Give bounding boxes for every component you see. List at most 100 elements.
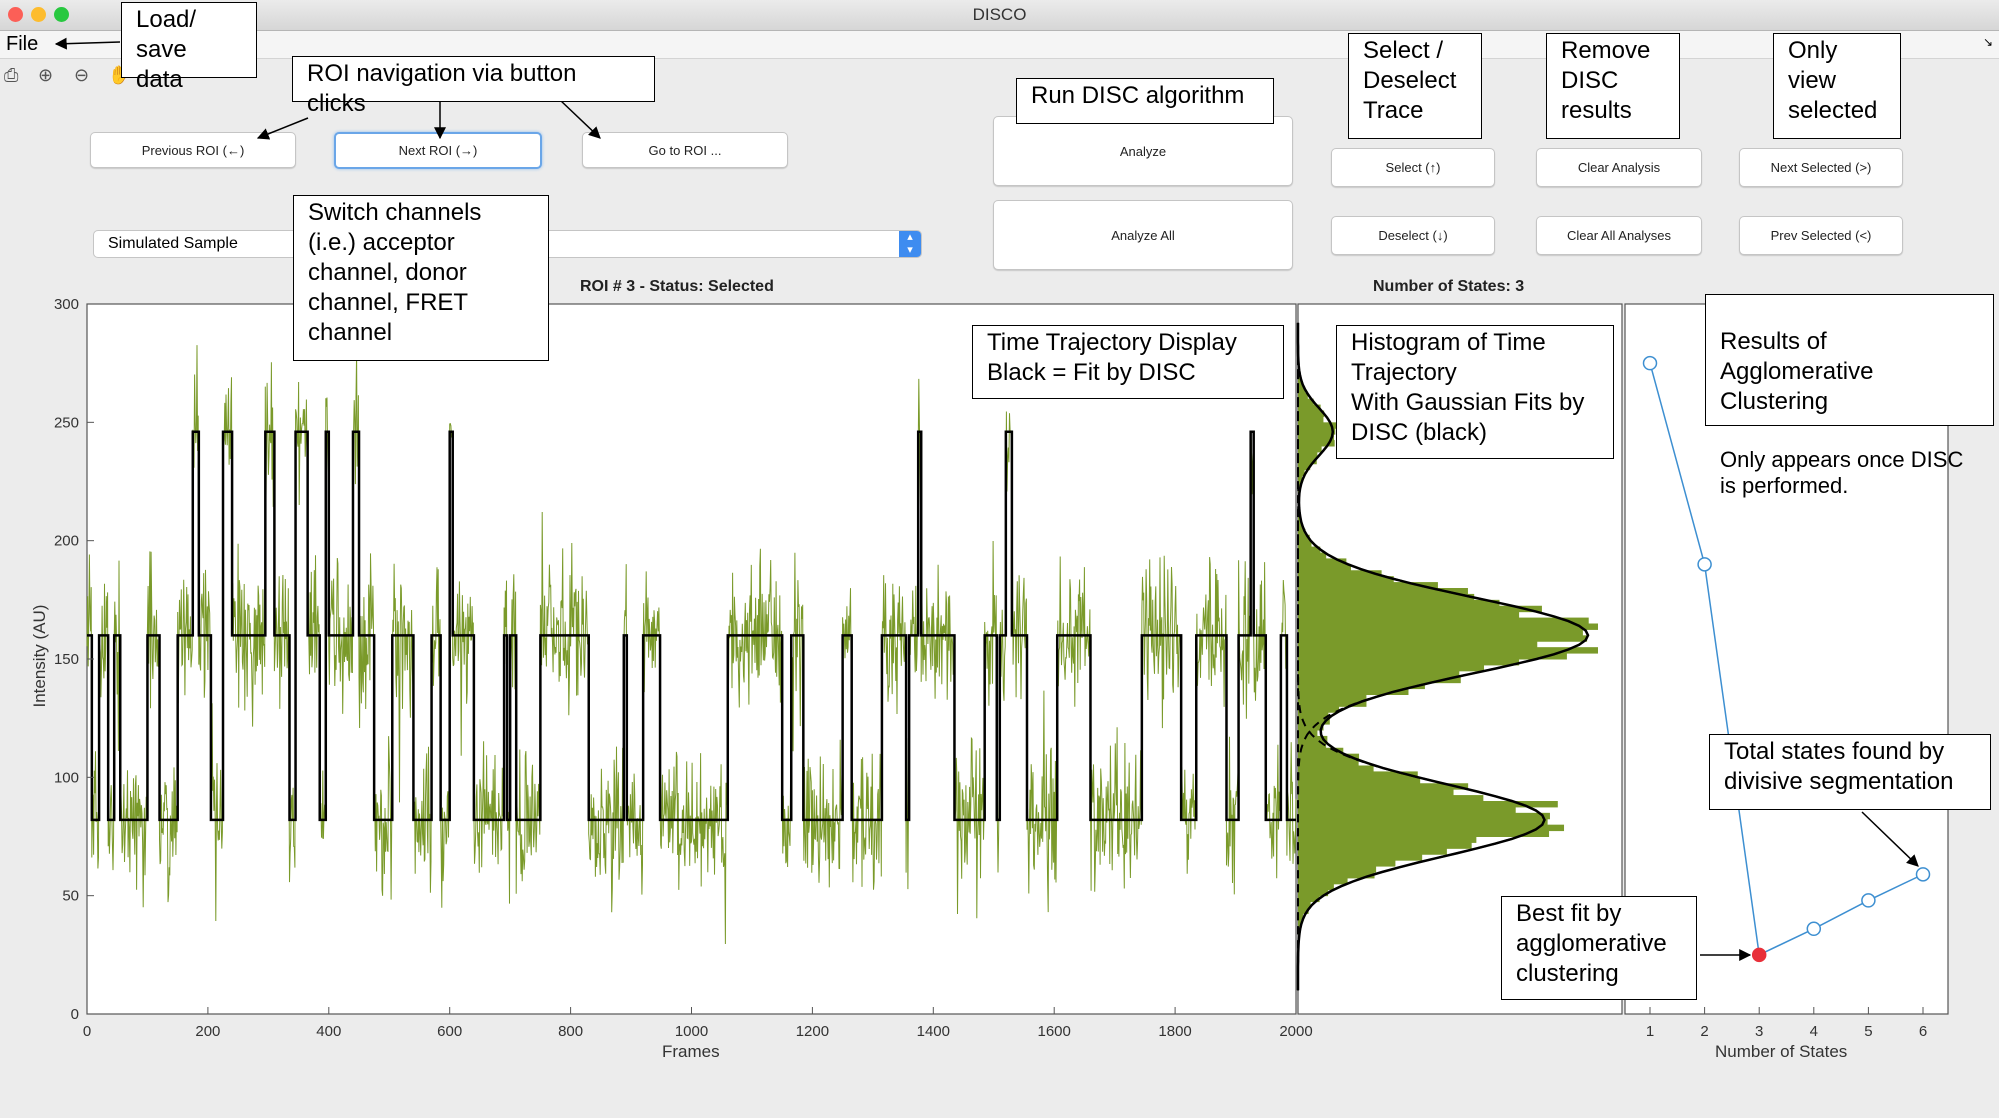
select-button[interactable]: Select (↑) (1331, 148, 1495, 187)
x-tick-label: 2000 (1279, 1023, 1312, 1040)
zoom-in-icon[interactable]: ⊕ (38, 65, 54, 85)
menu-file[interactable]: File (6, 33, 39, 55)
histogram-bar (1298, 380, 1303, 388)
clustering-point (1915, 867, 1931, 882)
disc-fit-line (87, 430, 1296, 822)
histogram-bar (1298, 475, 1303, 482)
histogram-bar (1298, 641, 1538, 648)
histogram-bar (1298, 647, 1598, 654)
x-tick-label: 1200 (796, 1023, 829, 1040)
histogram-bar (1298, 599, 1500, 607)
histogram-bar (1298, 605, 1542, 613)
cluster-x-tick-label: 2 (1700, 1023, 1708, 1040)
clear-analysis-button[interactable]: Clear Analysis (1536, 148, 1702, 187)
y-tick-label: 200 (54, 533, 79, 550)
annotation-only-view-selected: Only view selected (1773, 33, 1901, 139)
histogram-bar (1298, 889, 1329, 897)
annotation-load-save: Load/ save data (121, 2, 257, 93)
histogram-bar (1298, 588, 1468, 595)
histogram-bar (1298, 872, 1375, 879)
trajectory-xlabel: Frames (662, 1042, 720, 1061)
histogram-bar (1298, 789, 1454, 796)
histogram-bar (1298, 771, 1418, 778)
histogram-bar (1298, 611, 1520, 619)
close-window-button[interactable] (8, 7, 23, 22)
next-roi-button[interactable]: Next ROI (→) (334, 132, 542, 169)
histogram-bar (1298, 783, 1469, 790)
analyze-button[interactable]: Analyze (993, 116, 1293, 186)
maximize-window-button[interactable] (54, 7, 69, 22)
histogram-bar (1298, 552, 1327, 559)
histogram-title: Number of States: 3 (1373, 278, 1525, 295)
histogram-bar (1298, 706, 1340, 713)
minimize-window-button[interactable] (31, 7, 46, 22)
histogram-bar (1298, 375, 1301, 382)
go-to-roi-button[interactable]: Go to ROI ... (582, 132, 788, 168)
x-tick-label: 800 (558, 1023, 583, 1040)
prev-selected-button[interactable]: Prev Selected (<) (1739, 216, 1903, 255)
histogram-bar (1298, 777, 1421, 784)
histogram-bar (1298, 629, 1583, 636)
histogram-bar (1298, 700, 1367, 707)
trajectory-axes[interactable] (86, 303, 1297, 1015)
histogram-bar (1298, 481, 1301, 488)
x-tick-label: 1600 (1038, 1023, 1071, 1040)
annotation-time-trajectory: Time Trajectory Display Black = Fit by D… (972, 325, 1284, 399)
annotation-agglomerative-note: Only appears once DISC is performed. (1720, 447, 1964, 498)
histogram-bar (1298, 534, 1310, 542)
histogram-bar (1298, 659, 1520, 666)
annotation-agglomerative-heading: Results of Agglomerative Clustering (1720, 328, 1874, 415)
histogram-bar (1298, 824, 1565, 832)
histogram-bar (1298, 842, 1472, 849)
annotation-arrows (54, 37, 1919, 961)
histogram-bar (1298, 765, 1374, 772)
annotation-best-fit: Best fit by agglomerative clustering (1501, 896, 1697, 1000)
cluster-x-tick-label: 6 (1919, 1023, 1927, 1040)
print-icon[interactable]: ⎙ (4, 65, 19, 85)
clustering-xlabel: Number of States (1715, 1042, 1848, 1061)
cluster-x-tick-label: 4 (1810, 1023, 1818, 1040)
histogram-bar (1298, 623, 1598, 630)
clustering-point (1861, 893, 1876, 908)
x-tick-label: 1800 (1158, 1023, 1191, 1040)
y-tick-label: 50 (62, 888, 79, 905)
histogram-bar (1298, 753, 1360, 761)
histogram-bar (1298, 741, 1327, 749)
histogram-bar (1298, 759, 1359, 766)
zoom-out-icon[interactable]: ⊖ (74, 65, 90, 85)
deselect-button[interactable]: Deselect (↓) (1331, 216, 1495, 255)
histogram-bar (1298, 522, 1303, 530)
histogram-bar (1298, 582, 1438, 589)
histogram-bar (1298, 386, 1306, 394)
histogram-bar (1298, 428, 1336, 435)
analyze-all-button[interactable]: Analyze All (993, 200, 1293, 270)
x-tick-label: 400 (316, 1023, 341, 1040)
histogram-bar (1298, 635, 1588, 642)
histogram-bar (1298, 422, 1337, 429)
histogram-bar (1298, 895, 1320, 903)
next-selected-button[interactable]: Next Selected (>) (1739, 148, 1903, 187)
menu-overflow-icon[interactable]: ↘ (1982, 35, 1993, 49)
histogram-bar (1298, 860, 1396, 867)
chevron-up-down-icon[interactable]: ▴ ▾ (899, 231, 921, 257)
x-tick-label: 1400 (917, 1023, 950, 1040)
histogram-bar (1298, 718, 1330, 725)
histogram-bar (1298, 398, 1314, 406)
histogram-bar (1298, 724, 1324, 731)
histogram-bar (1298, 913, 1304, 920)
title-bar: DISCO (0, 0, 1999, 31)
annotation-total-states: Total states found by divisive segmentat… (1709, 734, 1991, 810)
cluster-x-tick-label: 5 (1864, 1023, 1872, 1040)
y-tick-label: 150 (54, 651, 79, 668)
channel-select-value: Simulated Sample (108, 235, 238, 252)
annotation-run-disc: Run DISC algorithm (1016, 78, 1274, 124)
histogram-bar (1298, 901, 1311, 908)
histogram-bar (1298, 795, 1484, 802)
histogram-bar (1298, 434, 1334, 441)
clear-all-analyses-button[interactable]: Clear All Analyses (1536, 216, 1702, 255)
histogram-bar (1298, 801, 1558, 808)
window-title: DISCO (972, 5, 1027, 24)
histogram-bar (1298, 446, 1322, 453)
histogram-bar (1298, 676, 1461, 684)
